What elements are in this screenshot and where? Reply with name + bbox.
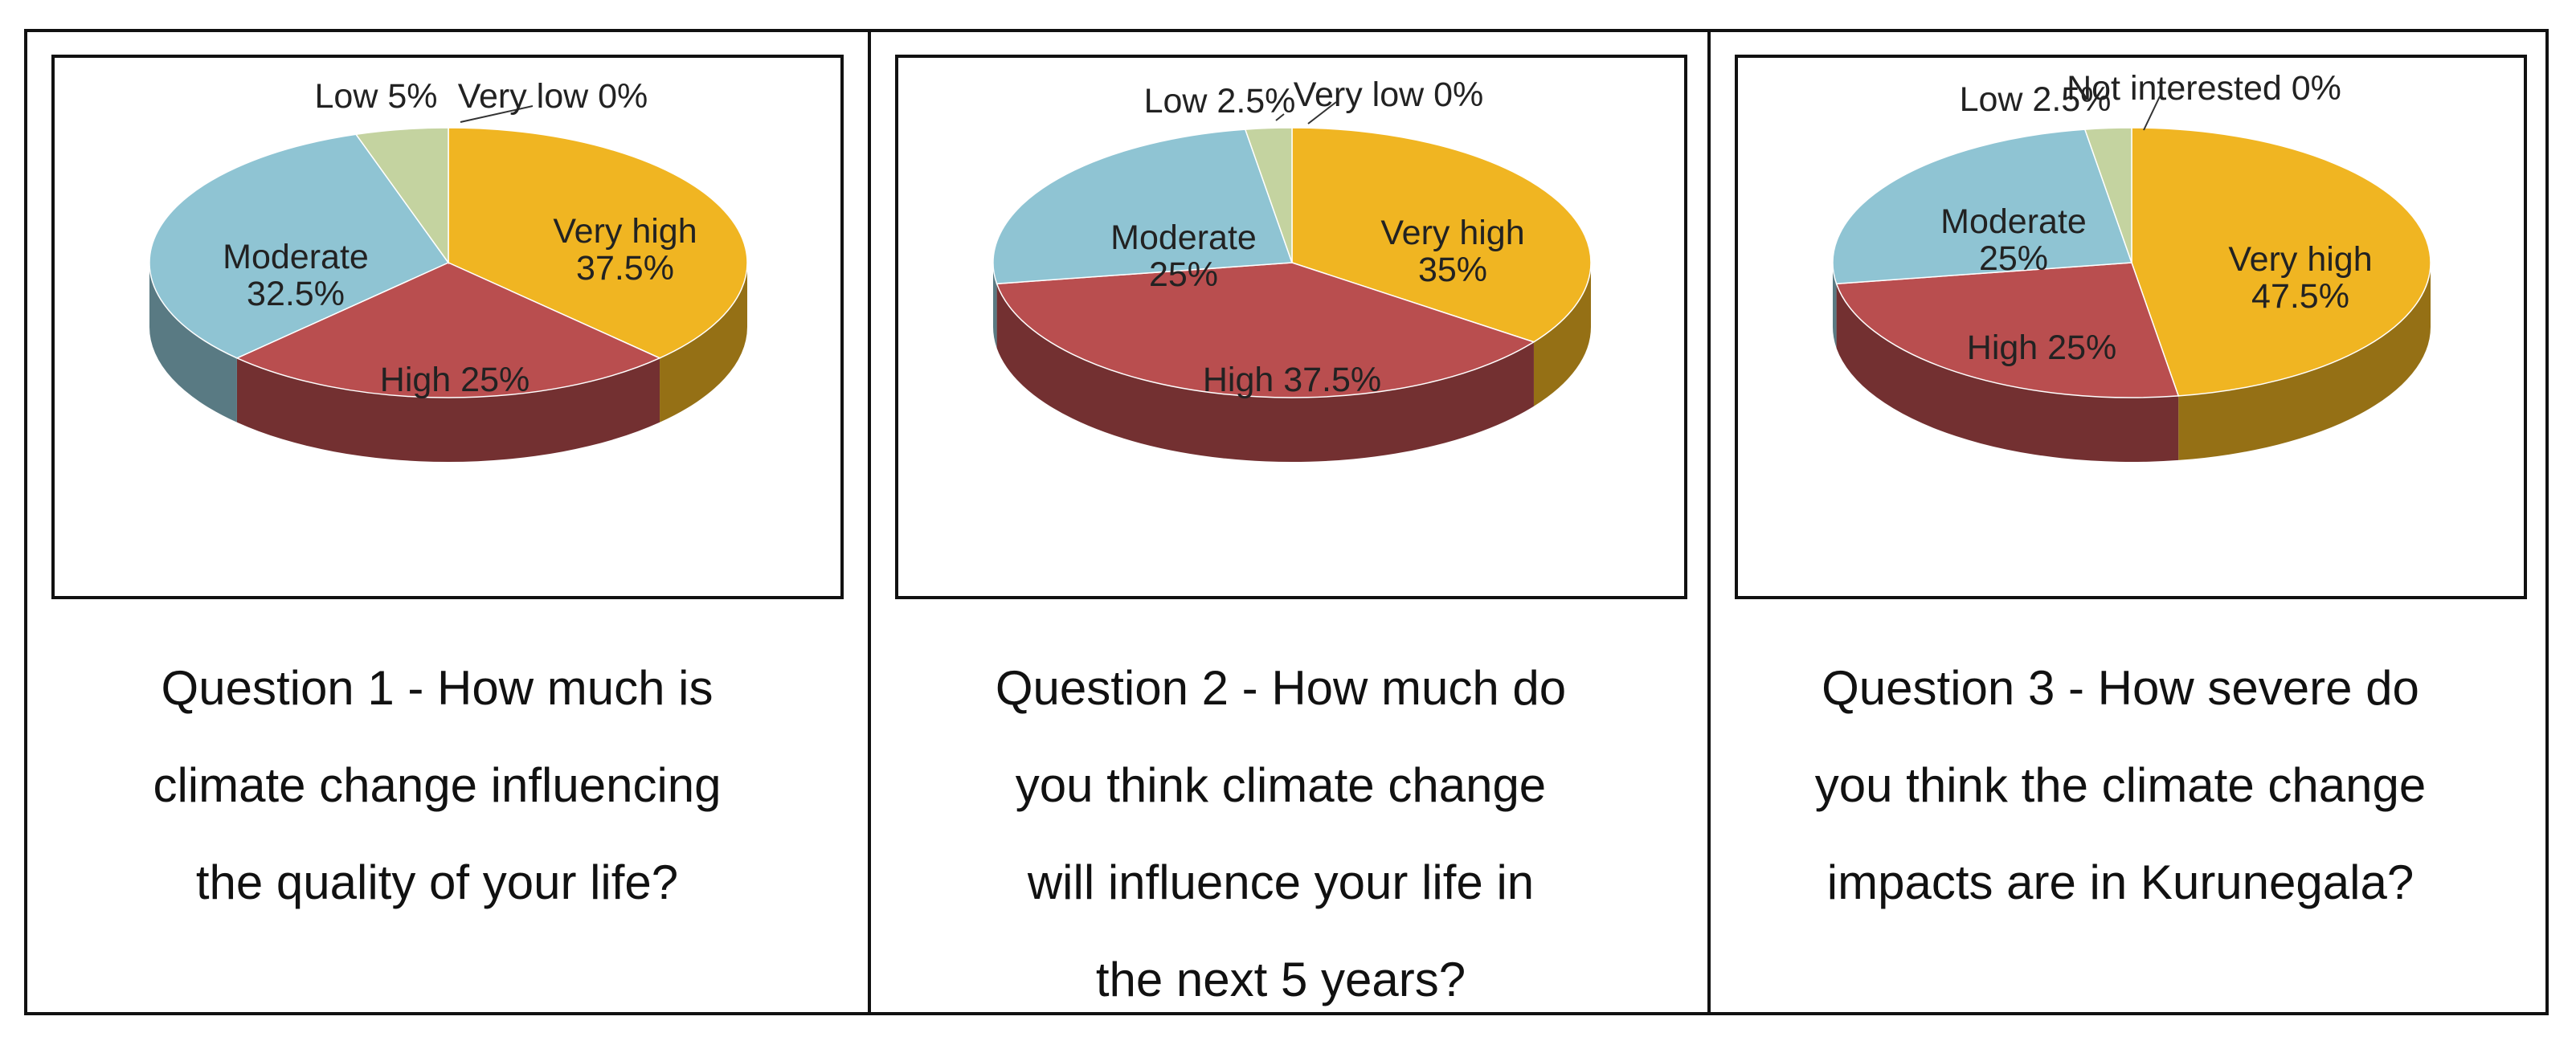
pie-slice	[992, 129, 1294, 285]
slice-label-line: High 25%	[380, 361, 530, 399]
pie-slice	[235, 262, 661, 398]
pie-slice	[448, 127, 748, 359]
figure-frame	[24, 29, 2549, 1015]
pie-slice-side	[660, 263, 747, 422]
slice-label-line: Low 2.5%	[1144, 82, 1296, 120]
chart-caption: Question 1 - How much is climate change …	[153, 661, 722, 909]
slice-label: Very low 0%	[1294, 76, 1484, 114]
pie-slice	[149, 133, 450, 359]
pie-slice	[1835, 262, 2180, 398]
pie-slice-side	[996, 284, 1534, 462]
slice-label-line: 37.5%	[576, 249, 674, 288]
slice-label-line: 32.5%	[247, 275, 345, 313]
slice-label-line: 25%	[1149, 255, 1218, 294]
slice-label: Very high 47.5%	[2228, 240, 2372, 316]
chart-panel-q1: Very high 37.5% High 25% Moderate 32.5% Low 5…	[27, 29, 868, 1015]
slice-label-line: Very high	[553, 212, 697, 251]
pie-top-faces	[1832, 127, 2431, 398]
pie-slice-side	[236, 357, 660, 462]
pie-slice-side	[1833, 263, 1837, 349]
slice-label: Low 2.5%	[1960, 80, 2112, 119]
pie-slice	[1832, 129, 2133, 285]
slice-label: Very high 35%	[1380, 214, 1524, 289]
pie-slice	[996, 262, 1535, 398]
slice-label: Low 5%	[315, 77, 438, 116]
pie-slice-side	[993, 263, 997, 349]
pie-slice	[354, 127, 449, 265]
pie-chart-q2: Very high 35% High 37.5% Moderate 25% Low 2.5…	[992, 76, 1592, 462]
leader-line	[2143, 96, 2161, 131]
slice-label-line: Very low 0%	[458, 77, 648, 116]
slice-label-line: Low 2.5%	[1960, 80, 2112, 119]
pie-chart-frame: Very high 37.5% High 25% Moderate 32.5% Low 5…	[51, 55, 844, 599]
pie-slice	[2131, 127, 2431, 397]
slice-label-line: High 25%	[1967, 329, 2116, 367]
leader-line	[1275, 113, 1285, 121]
pie-top-faces	[992, 127, 1592, 398]
pie-top-faces	[149, 127, 748, 398]
slice-label-line: Moderate	[223, 238, 369, 276]
chart-panel-q2: Very high 35% High 37.5% Moderate 25% Low 2.5…	[871, 29, 1711, 1015]
slice-label-line: Moderate	[1940, 202, 2087, 241]
pie-chart-frame: Very high 35% High 37.5% Moderate 25% Low 2.5…	[895, 55, 1687, 599]
pie-side-walls	[1833, 263, 2431, 462]
pie-slice-side	[149, 263, 237, 422]
slice-label-line: Low 5%	[315, 77, 438, 116]
pie-slice-side	[1836, 284, 2179, 462]
slice-label-line: 35%	[1418, 251, 1487, 289]
slice-label: Very high 37.5%	[553, 212, 697, 288]
leader-line	[460, 105, 534, 123]
pie-chart-q3: Very high 47.5% High 25% Moderate 25% Low 2.5…	[1832, 69, 2431, 462]
slice-label-line: Very high	[1380, 214, 1524, 252]
slice-label-line: High 37.5%	[1203, 361, 1381, 399]
slice-label-line: 47.5%	[2251, 277, 2349, 316]
slice-label-line: Not interested 0%	[2067, 69, 2341, 108]
slice-label: Very low 0%	[458, 77, 648, 116]
pie-slice	[2083, 127, 2132, 263]
pie-chart-q1: Very high 37.5% High 25% Moderate 32.5% Low 5…	[149, 77, 748, 462]
slice-label: Low 2.5%	[1144, 82, 1296, 120]
pie-slice	[1244, 127, 1293, 263]
leader-line	[1307, 101, 1337, 125]
slice-label: Not interested 0%	[2067, 69, 2341, 108]
slice-label: High 25%	[380, 361, 530, 399]
slice-label: High 37.5%	[1203, 361, 1381, 399]
panel-divider	[868, 29, 871, 1015]
chart-panel-q3: Very high 47.5% High 25% Moderate 25% Low 2.5…	[1711, 29, 2551, 1015]
pie-side-walls	[993, 263, 1591, 462]
slice-label-line: Very high	[2228, 240, 2372, 279]
chart-caption: Question 3 - How severe do you think the…	[1814, 661, 2427, 909]
slice-label: Moderate 25%	[1110, 218, 1257, 294]
slice-label: Moderate 32.5%	[223, 238, 369, 313]
slice-label: High 25%	[1967, 329, 2116, 367]
pie-slice-side	[1533, 263, 1591, 406]
slice-label-line: Moderate	[1110, 218, 1257, 257]
panel-divider	[1707, 29, 1711, 1015]
slice-label-line: Very low 0%	[1294, 76, 1484, 114]
chart-caption: Question 2 - How much do you think clima…	[995, 661, 1567, 1006]
pie-slice	[1291, 127, 1592, 343]
slice-label: Moderate 25%	[1940, 202, 2087, 278]
pie-side-walls	[149, 263, 747, 462]
slice-label-line: 25%	[1979, 239, 2048, 278]
pie-chart-frame: Very high 47.5% High 25% Moderate 25% Low 2.5…	[1735, 55, 2527, 599]
pie-slice-side	[2178, 263, 2431, 460]
